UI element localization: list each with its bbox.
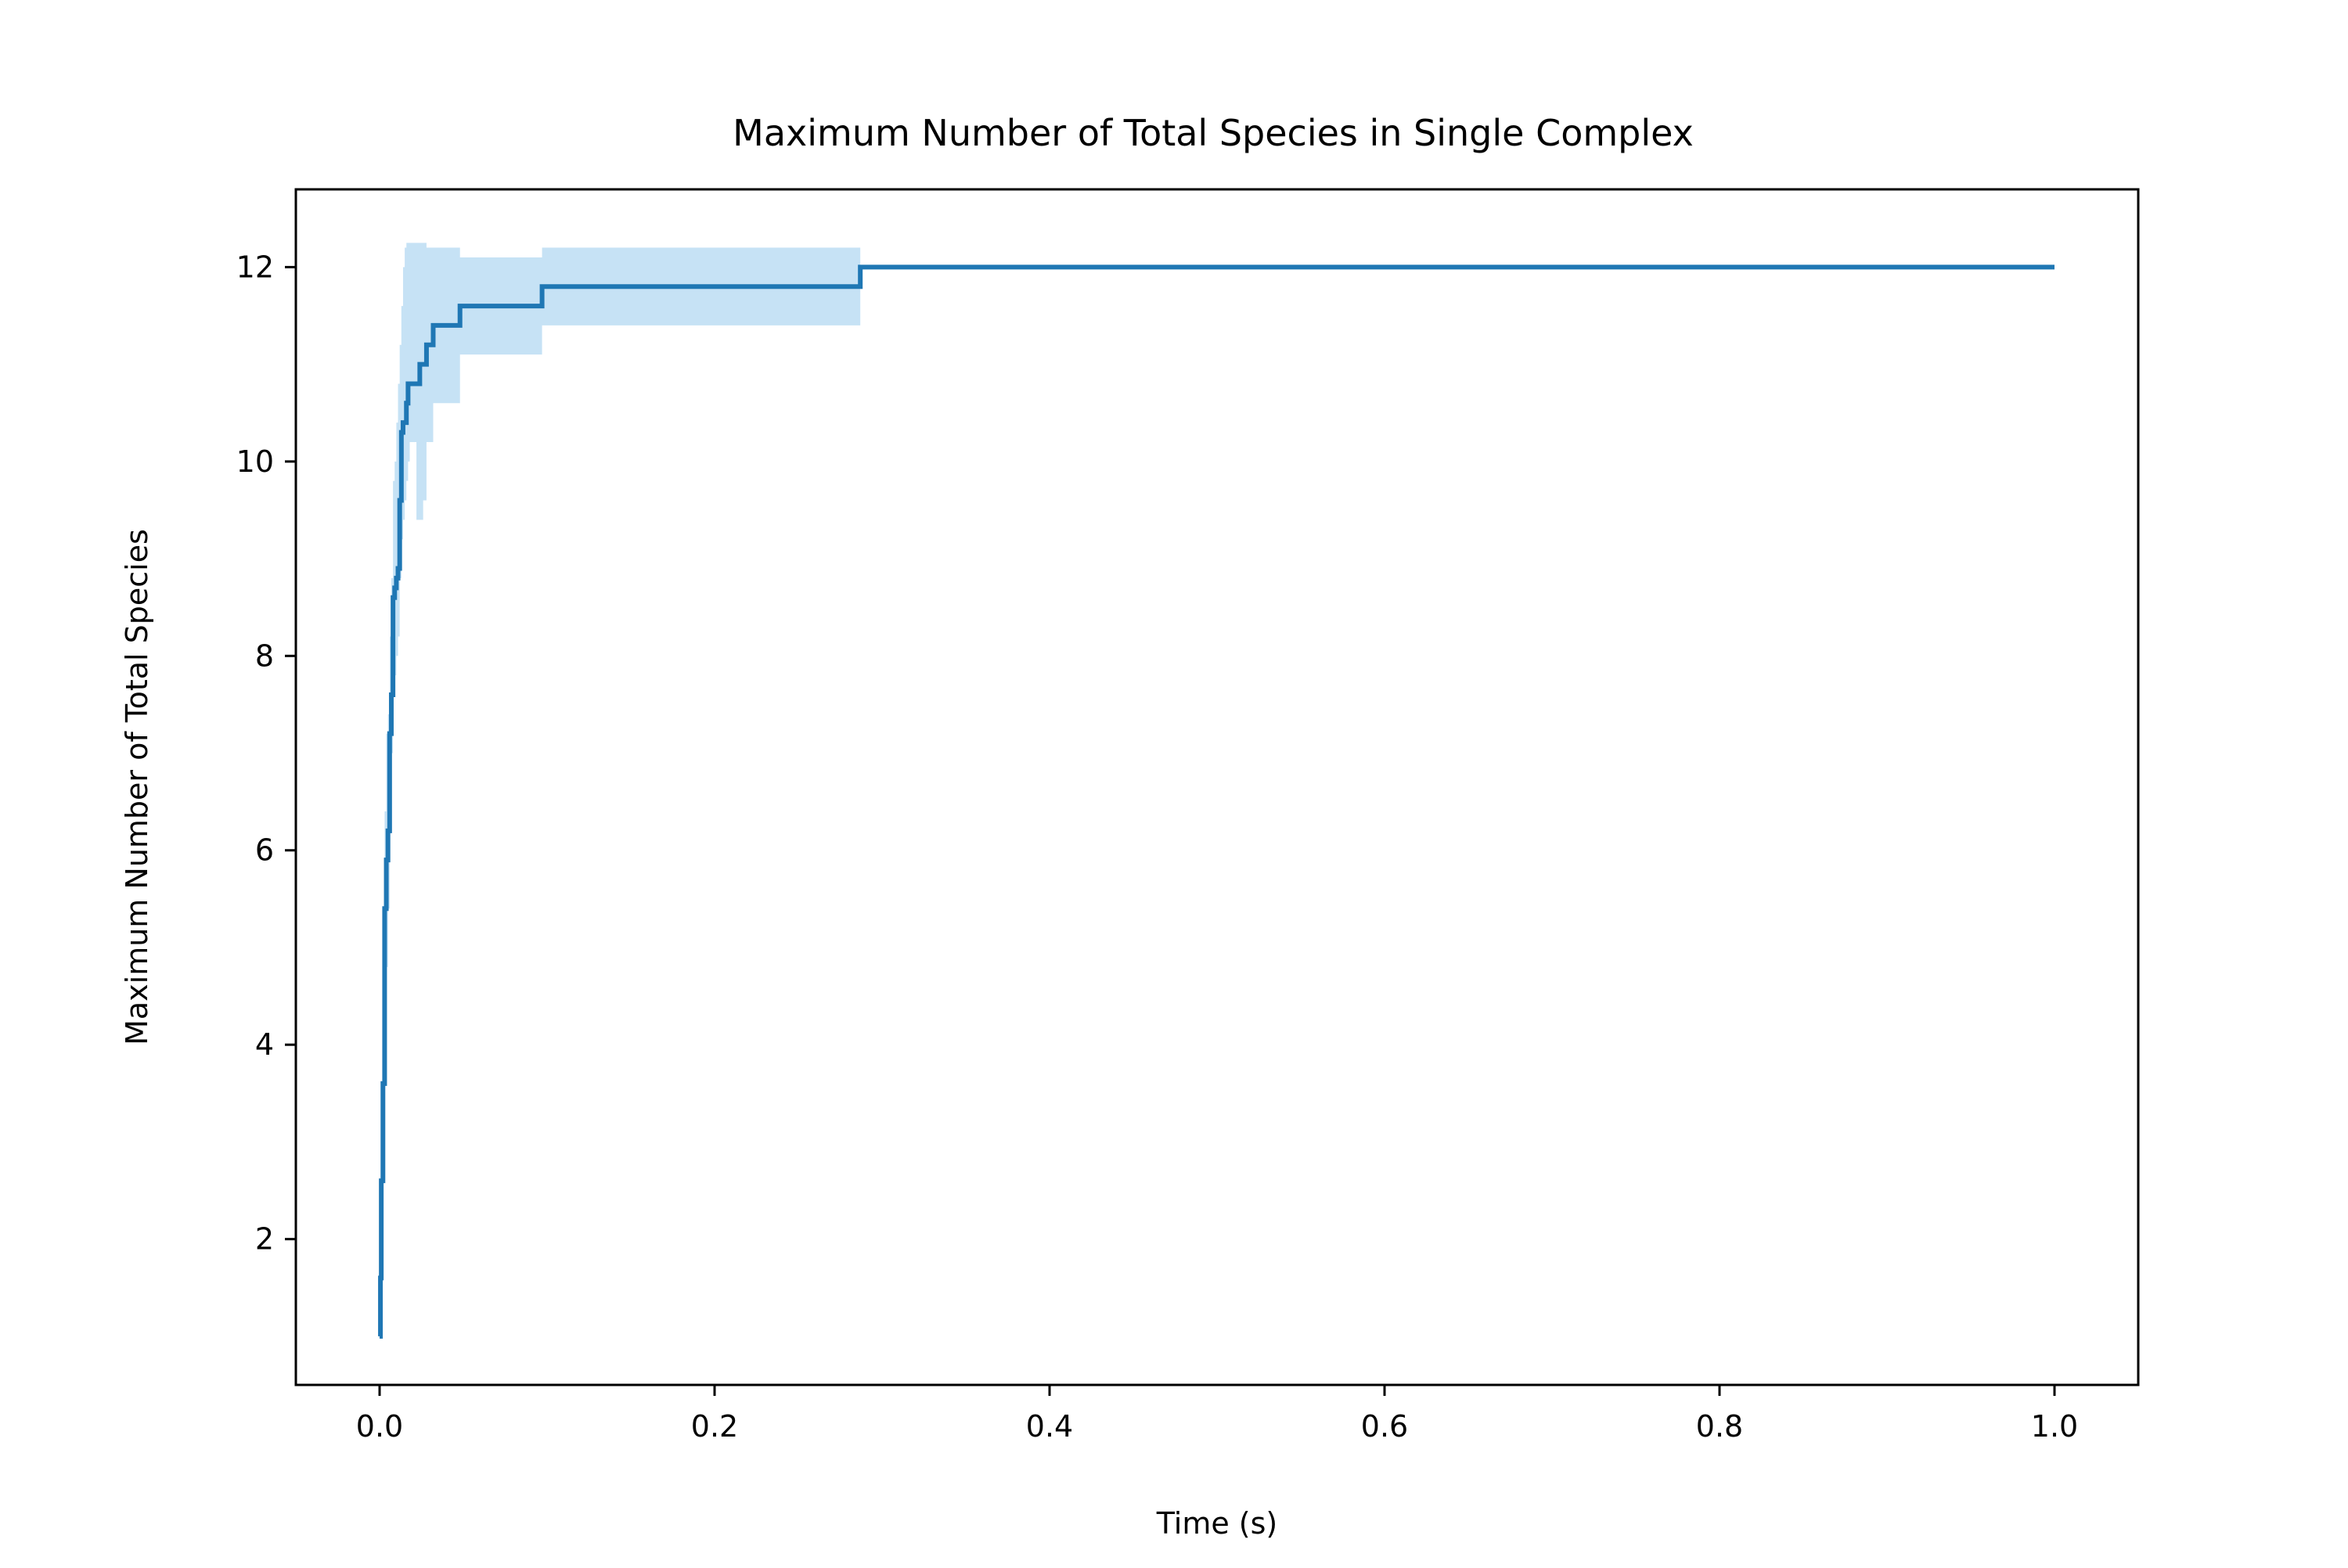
x-tick-label: 1.0 bbox=[2031, 1409, 2078, 1444]
plot-frame bbox=[294, 188, 2140, 1386]
chart-title: Maximum Number of Total Species in Singl… bbox=[733, 112, 1694, 154]
x-tick-label: 0.0 bbox=[356, 1409, 403, 1444]
y-tick-label: 2 bbox=[255, 1222, 274, 1257]
x-tick-label: 0.2 bbox=[691, 1409, 738, 1444]
confidence-band bbox=[380, 243, 2054, 1336]
series-line bbox=[378, 264, 2054, 1339]
x-tick-label: 0.8 bbox=[1696, 1409, 1743, 1444]
y-tick-label: 8 bbox=[255, 638, 274, 673]
y-tick-label: 4 bbox=[255, 1027, 274, 1062]
y-tick-label: 10 bbox=[236, 444, 274, 479]
y-tick-label: 6 bbox=[255, 833, 274, 868]
x-axis: 0.0 0.2 0.4 0.6 0.8 1.0 bbox=[356, 1385, 2078, 1444]
y-axis-label: Maximum Number of Total Species bbox=[120, 529, 154, 1045]
y-axis: 2 4 6 8 10 12 bbox=[236, 250, 296, 1257]
plot-area bbox=[378, 243, 2054, 1339]
x-tick-label: 0.6 bbox=[1361, 1409, 1408, 1444]
x-tick-label: 0.4 bbox=[1026, 1409, 1073, 1444]
x-axis-label: Time (s) bbox=[1156, 1506, 1278, 1541]
y-tick-label: 12 bbox=[236, 250, 274, 284]
